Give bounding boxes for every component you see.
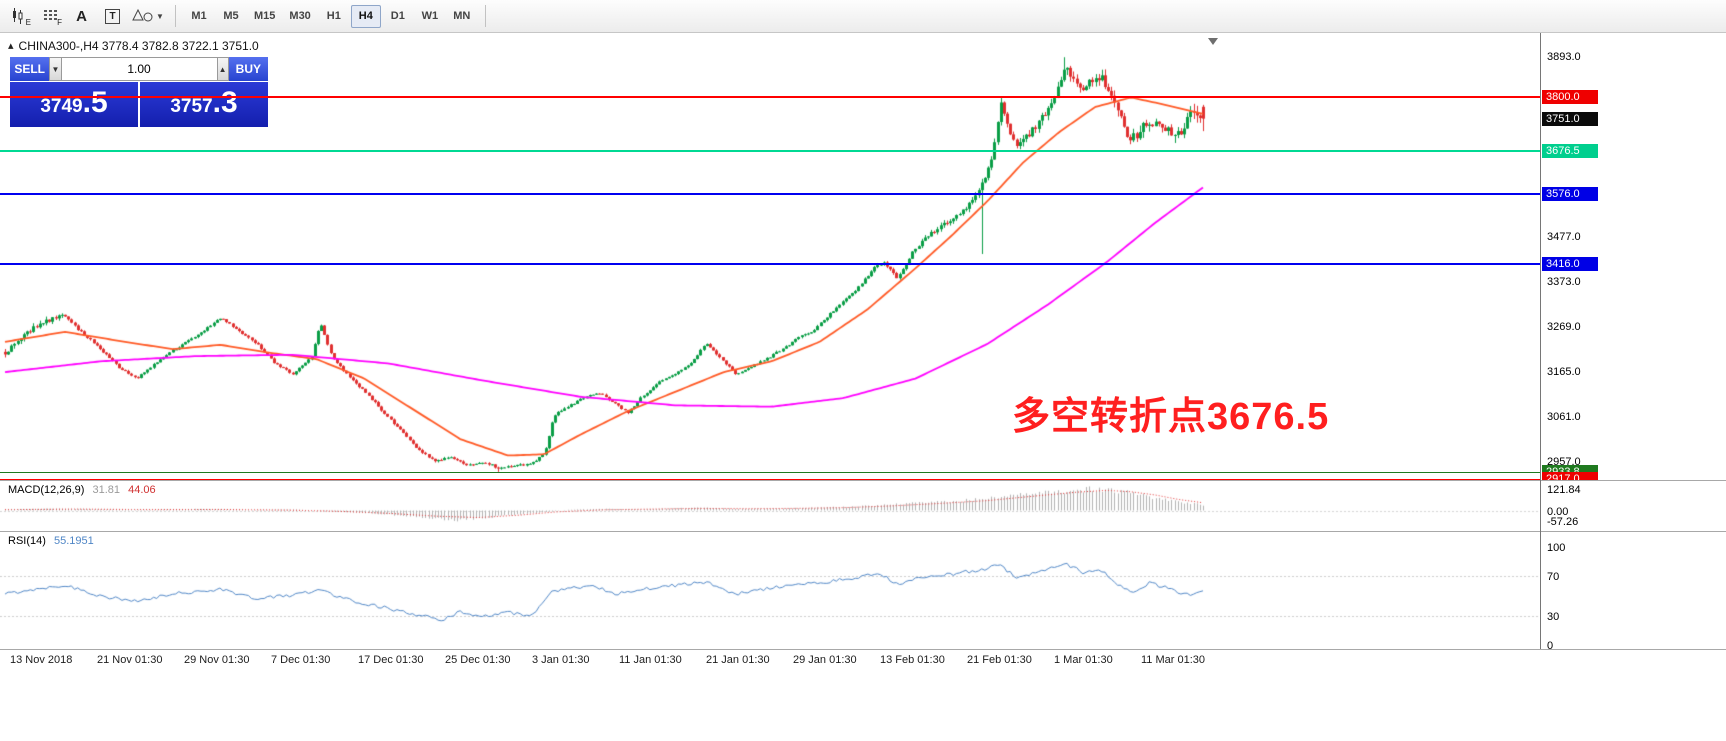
timeframe-button-m30[interactable]: M30 [289,9,311,22]
price-tick-3373: 3373.0 [1547,276,1581,288]
price-badge-3676.5: 3676.5 [1542,144,1598,158]
timeframe-button-mn[interactable]: MN [453,9,471,22]
hline-3416[interactable] [0,263,1540,265]
price-badge-3751.0: 3751.0 [1542,112,1598,126]
icon-sub-f: F [57,17,62,27]
chart-annotation[interactable]: 多空转折点3676.5 [1012,396,1330,438]
macd-tick-0.00: 0.00 [1547,506,1569,518]
icon-sub-e: E [25,17,31,27]
time-label: 29 Nov 01:30 [184,654,250,666]
candlestick-glyph [12,8,22,24]
time-label: 13 Nov 2018 [10,654,73,666]
time-label: 1 Mar 01:30 [1054,654,1113,666]
price-badge-3416.0: 3416.0 [1542,257,1598,271]
macd-label: MACD(12,26,9) 31.81 44.06 [8,484,156,496]
shapes-glyph [132,8,153,22]
rsi-value: 55.1951 [53,535,94,547]
rsi-tick-30: 30 [1547,611,1560,623]
time-label: 17 Dec 01:30 [358,654,424,666]
toolbar: E F A T ▼ M1 M5 M15 M30 H1 H4 D1 W1 MN [0,0,1726,33]
one-click-trade-panel: SELL ▼ ▲ BUY 3749.5 3757.3 [10,57,268,127]
time-label: 11 Jan 01:30 [619,654,682,666]
timeframe-group: M1 M5 M15 M30 H1 H4 D1 W1 MN [183,4,478,28]
panel-separator[interactable] [0,480,1726,481]
buy-price-button[interactable]: 3757.3 [140,82,268,127]
time-label: 13 Feb 01:30 [880,654,945,666]
price-tick-3477: 3477.0 [1547,231,1581,243]
sell-price-dec: .5 [82,86,108,119]
text-label-icon[interactable]: A [76,7,87,25]
macd-axis[interactable]: 121.84 0.00 -57.26 [1541,481,1726,531]
time-label: 25 Dec 01:30 [445,654,511,666]
price-axis[interactable]: 3893.0 3477.0 3373.0 3269.0 3165.0 3061.0 2957… [1541,33,1726,486]
text-box-icon[interactable]: T [98,4,127,29]
volume-input[interactable] [61,57,217,81]
time-label: 21 Jan 01:30 [706,654,770,666]
macd-tick--57.26: -57.26 [1547,516,1579,528]
timeframe-button-h4[interactable]: H4 [350,4,381,28]
price-badge-3576.0: 3576.0 [1542,187,1598,201]
shapes-tool-dropdown[interactable]: ▼ [129,4,167,29]
buy-price-dec: .3 [212,86,238,119]
rsi-tick-0: 0 [1547,640,1554,652]
hline-3800[interactable] [0,96,1540,98]
buy-price-int: 3757 [170,96,213,117]
timeframe-button-w1[interactable]: W1 [421,9,439,22]
quotes-grid-icon[interactable]: F [36,4,65,29]
timeframe-button-m1[interactable]: M1 [191,9,207,22]
price-tick-3061: 3061.0 [1547,411,1581,423]
timeframe-button-h1[interactable]: H1 [326,9,341,22]
timeframe-button-d1[interactable]: D1 [390,9,405,22]
price-tick-3269: 3269.0 [1547,321,1581,333]
toolbar-separator [484,5,486,27]
sell-price-int: 3749 [40,96,83,117]
macd-signal-value: 44.06 [128,484,156,496]
rsi-panel: RSI(14) 55.1951 [0,532,1540,649]
hline-2933.8[interactable] [0,472,1540,473]
rsi-canvas[interactable] [0,532,1540,649]
macd-title: MACD(12,26,9) [8,484,85,496]
time-label: 3 Jan 01:30 [532,654,590,666]
rsi-tick-100: 100 [1547,542,1566,554]
candlestick-chart-icon[interactable]: E [5,4,34,29]
macd-main-value: 31.81 [92,484,121,496]
time-label: 21 Nov 01:30 [97,654,163,666]
chart-header: ▴ CHINA300-,H4 3778.4 3782.8 3722.1 3751… [8,39,259,53]
chart-shift-marker[interactable] [1208,38,1218,45]
buy-button[interactable]: BUY [228,57,268,81]
toolbar-separator [175,5,176,27]
time-axis[interactable]: 13 Nov 2018 21 Nov 01:30 29 Nov 01:30 7 Dec… [0,650,1726,741]
axis-vertical-border [1540,33,1541,649]
grid-glyph [43,10,57,20]
chart-title: CHINA300-,H4 3778.4 3782.8 3722.1 3751.0 [18,39,259,53]
timeframe-button-m15[interactable]: M15 [254,9,276,22]
rsi-label: RSI(14) 55.1951 [8,535,94,547]
sell-button[interactable]: SELL [10,57,50,81]
collapse-panel-toggle[interactable]: ▴ [8,39,14,52]
panel-separator[interactable] [0,649,1726,650]
time-label: 7 Dec 01:30 [271,654,331,666]
timeframe-button-m5[interactable]: M5 [223,9,239,22]
macd-panel: MACD(12,26,9) 31.81 44.06 [0,481,1540,531]
main-chart-panel: ▴ CHINA300-,H4 3778.4 3782.8 3722.1 3751… [0,33,1540,480]
rsi-axis[interactable]: 100 70 30 0 [1541,532,1726,652]
volume-decrease-button[interactable]: ▼ [49,57,62,81]
panel-separator[interactable] [0,531,1726,532]
rsi-title: RSI(14) [8,535,46,547]
macd-canvas[interactable] [0,481,1540,531]
price-tick-3893: 3893.0 [1547,51,1581,63]
time-label: 11 Mar 01:30 [1141,654,1206,666]
volume-increase-button[interactable]: ▲ [216,57,229,81]
macd-tick-121.84: 121.84 [1547,484,1581,496]
time-label: 21 Feb 01:30 [967,654,1032,666]
chevron-down-icon: ▼ [156,11,164,21]
rsi-tick-70: 70 [1547,571,1560,583]
hline-3676.5[interactable] [0,150,1540,152]
time-label: 29 Jan 01:30 [793,654,857,666]
sell-price-button[interactable]: 3749.5 [10,82,138,127]
price-badge-3800.0: 3800.0 [1542,90,1598,104]
price-tick-3165: 3165.0 [1547,366,1581,378]
hline-3576[interactable] [0,193,1540,195]
hline-2917[interactable] [0,479,1540,480]
